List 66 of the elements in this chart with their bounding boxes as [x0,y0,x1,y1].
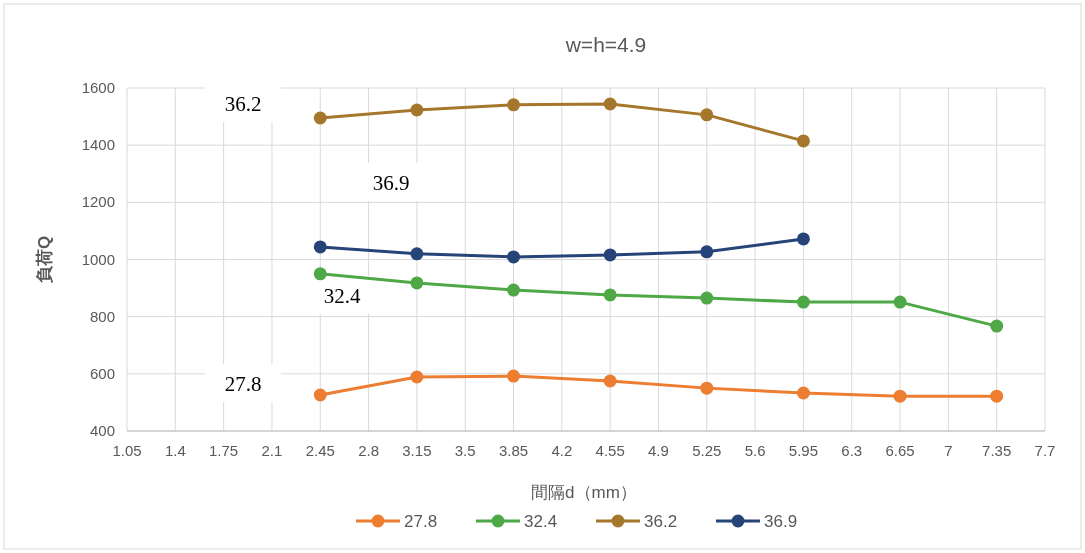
point [796,134,810,148]
annotation: 27.8 [224,372,262,396]
y-tick-label: 600 [89,364,115,382]
y-tick-label: 800 [89,307,115,325]
point [796,295,810,309]
point [603,288,617,302]
point [796,386,810,400]
point [507,283,521,297]
x-tick-label: 6.65 [885,442,915,459]
y-tick-label: 1200 [81,193,115,211]
legend-label: 36.2 [644,512,678,531]
point [893,389,907,403]
point [700,291,714,305]
point [507,250,521,264]
y-axis-title: 負荷Q [35,235,54,284]
point [700,245,714,259]
point [410,276,424,290]
point [507,98,521,112]
x-tick-label: 4.55 [595,442,625,459]
point [313,267,327,281]
legend-label: 27.8 [404,512,438,531]
chart-title: w=h=4.9 [564,33,647,56]
x-tick-label: 7.35 [982,442,1012,459]
point [603,97,617,111]
point [893,295,907,309]
y-tick-label: 1600 [81,79,115,96]
point [410,103,424,117]
x-tick-label: 2.8 [358,442,380,459]
annotation: 32.4 [323,284,361,308]
annotation: 36.9 [372,171,410,195]
x-tick-label: 5.25 [692,442,722,459]
point [313,111,327,125]
x-tick-label: 1.75 [209,442,239,459]
x-tick-label: 7.7 [1034,442,1056,459]
x-tick-label: 6.3 [841,442,863,459]
point [313,240,327,254]
point [603,248,617,262]
x-tick-label: 4.2 [551,442,573,459]
point [700,108,714,122]
point [410,370,424,384]
x-tick-label: 7 [944,442,953,459]
x-tick-label: 4.9 [648,442,669,459]
point [796,232,810,246]
annotation: 36.2 [224,92,262,116]
x-tick-label: 2.45 [305,442,335,459]
y-tick-label: 400 [89,422,115,439]
x-tick-label: 3.15 [402,442,432,459]
point [507,369,521,383]
point [990,319,1004,333]
legend-label: 32.4 [524,512,558,531]
x-tick-label: 5.6 [744,442,766,459]
x-tick-label: 1.05 [112,442,142,459]
x-axis-title: 間隔d（mm） [531,483,637,502]
legend-label: 36.9 [764,512,798,531]
point [990,389,1004,403]
x-tick-label: 1.4 [164,442,186,459]
x-tick-label: 3.85 [498,442,529,459]
y-tick-label: 1400 [81,136,115,154]
point [313,388,327,402]
x-tick-label: 2.1 [261,442,283,459]
x-tick-label: 3.5 [454,442,476,459]
point [603,374,617,388]
point [700,381,714,395]
point [410,247,424,261]
x-tick-label: 5.95 [788,442,819,459]
y-tick-label: 1000 [81,250,115,268]
